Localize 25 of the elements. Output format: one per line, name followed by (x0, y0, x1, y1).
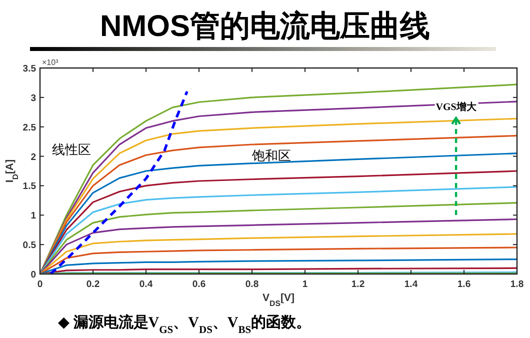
annotation: 线性区 (52, 142, 91, 157)
x-tick-label: 1.6 (457, 279, 471, 290)
y-tick-label: 3 (30, 92, 36, 104)
chart-title: NMOS管的电流电压曲线 (100, 9, 430, 43)
x-tick-label: 1.4 (404, 279, 418, 290)
x-tick-label: 0.4 (139, 279, 154, 290)
y-tick-label: 0.5 (22, 240, 37, 252)
text: ×10³ (42, 58, 59, 67)
y-tick-label: 2.5 (22, 122, 37, 134)
y-tick-label: 0 (30, 270, 36, 280)
x-tick-label: 0.2 (86, 279, 100, 290)
annotation: 饱和区 (251, 148, 291, 163)
x-tick-label: 0.6 (192, 279, 206, 290)
text: ◆ 漏源电流是V$_{GS}$、V$_{DS}$、V$_{BS}$的函数。 (58, 313, 312, 336)
y-tick-label: 1 (30, 210, 37, 222)
line-series (49, 90, 188, 274)
annotation: VGS增大 (436, 101, 478, 114)
y-tick-label: 3.5 (22, 64, 37, 74)
x-tick-label: 1.2 (351, 279, 365, 290)
y-tick-label: 1.5 (22, 181, 37, 192)
x-tick-label: 0.8 (245, 279, 259, 290)
y-tick-label: 2 (30, 152, 36, 163)
x-tick-label: 1 (302, 279, 308, 290)
x-tick-label: 1.8 (510, 279, 524, 290)
x-axis-title: V$_{DS}$[V] (262, 292, 294, 308)
